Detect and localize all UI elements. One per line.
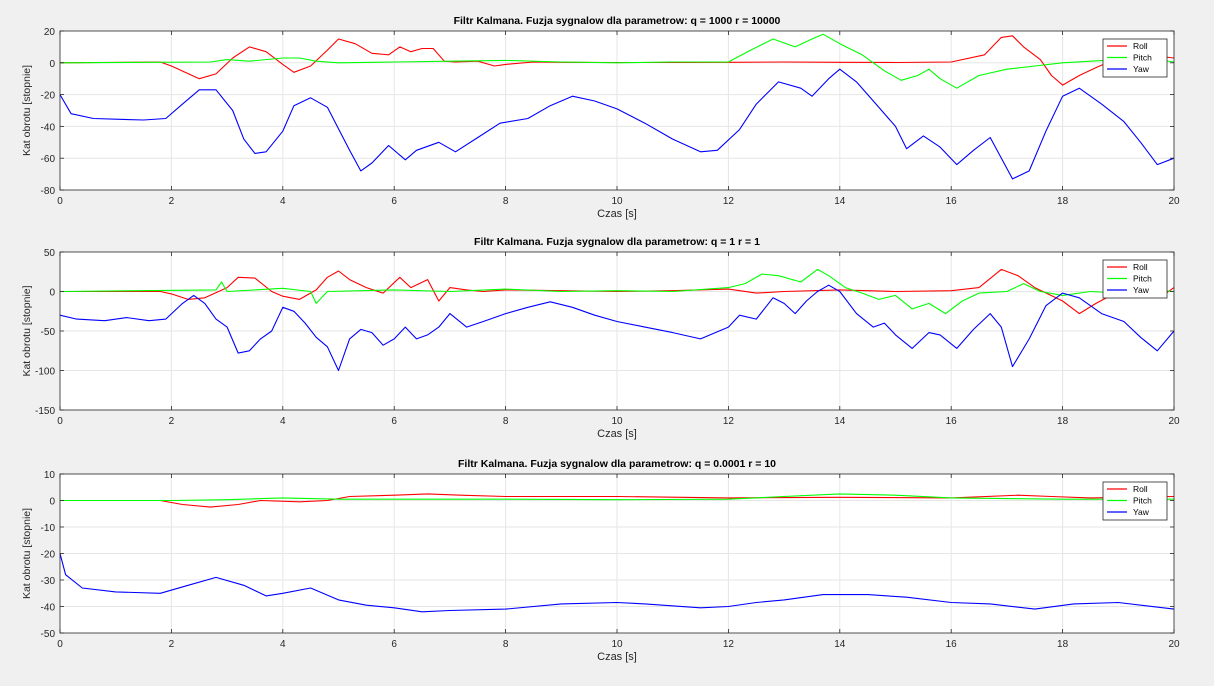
series-line-pitch — [60, 493, 1174, 502]
series-line-roll — [60, 268, 1175, 315]
y-tick-label: -150 — [35, 406, 55, 417]
x-tick-label: 8 — [503, 416, 509, 427]
x-tick-label: 10 — [611, 416, 623, 427]
y-tick-label: 0 — [49, 288, 55, 299]
y-tick-label: -30 — [41, 576, 56, 587]
x-tick-label: 10 — [611, 639, 623, 650]
y-tick-label: -40 — [41, 603, 56, 614]
legend-label-pitch: Pitch — [1133, 496, 1152, 506]
x-tick-label: 6 — [391, 416, 397, 427]
x-tick-label: 20 — [1168, 416, 1180, 427]
y-tick-label: 20 — [44, 27, 56, 38]
legend-label-yaw: Yaw — [1133, 64, 1150, 74]
chart-title: Filtr Kalmana. Fuzja sygnalow dla parame… — [454, 15, 781, 27]
x-tick-label: 12 — [723, 416, 735, 427]
x-tick-label: 14 — [834, 196, 846, 207]
subplot-2: 0 2 4 6 8 10 12 14 16 18 20 50 0 -50 -100 -150 Filtr Kal… — [21, 236, 1180, 440]
y-axis-label: Kat obrotu [stopnie] — [21, 65, 33, 156]
x-tick-label: 2 — [169, 196, 175, 207]
series-line-roll — [59, 35, 1175, 86]
x-axis-label: Czas [s] — [597, 428, 637, 440]
y-tick-label: 10 — [44, 470, 56, 481]
series-line-pitch — [59, 268, 1175, 315]
y-axis-label: Kat obrotu [stopnie] — [21, 508, 33, 599]
x-tick-label: 8 — [503, 196, 509, 207]
legend-label-roll: Roll — [1133, 262, 1148, 272]
x-tick-label: 16 — [946, 416, 958, 427]
series-lines — [59, 493, 1175, 613]
x-tick-label: 12 — [723, 196, 735, 207]
x-tick-label: 16 — [946, 639, 958, 650]
x-tick-label: 0 — [57, 639, 63, 650]
y-tick-label: -60 — [41, 154, 56, 165]
x-tick-label: 16 — [946, 196, 958, 207]
x-tick-label: 0 — [57, 416, 63, 427]
x-tick-label: 14 — [834, 416, 846, 427]
series-line-roll — [60, 493, 1175, 508]
y-tick-label: 0 — [49, 497, 55, 508]
x-tick-label: 12 — [723, 639, 735, 650]
x-tick-label: 18 — [1057, 639, 1069, 650]
y-tick-label: 0 — [49, 59, 55, 70]
series-line-pitch — [59, 33, 1175, 89]
legend-label-yaw: Yaw — [1133, 507, 1150, 517]
chart-title: Filtr Kalmana. Fuzja sygnalow dla parame… — [474, 236, 760, 248]
series-line-yaw — [59, 553, 1175, 613]
y-tick-label: -50 — [41, 629, 56, 640]
series-lines — [59, 268, 1175, 372]
x-tick-label: 6 — [391, 639, 397, 650]
y-tick-label: -20 — [41, 550, 56, 561]
subplot-1: 0 2 4 6 8 10 12 14 16 18 20 20 0 -20 -40 -60 -80 Filtr Ka… — [21, 15, 1180, 220]
y-axis-label: Kat obrotu [stopnie] — [21, 285, 33, 376]
y-tick-label: -40 — [41, 122, 56, 133]
chart-title: Filtr Kalmana. Fuzja sygnalow dla parame… — [458, 458, 776, 470]
x-tick-label: 4 — [280, 416, 286, 427]
legend-label-pitch: Pitch — [1133, 274, 1152, 284]
subplot-3: 0 2 4 6 8 10 12 14 16 18 20 10 0 -10 -20 -30 -40 -50 Filtr… — [21, 458, 1180, 663]
y-tick-label: -100 — [35, 367, 55, 378]
x-tick-label: 6 — [391, 196, 397, 207]
legend-label-yaw: Yaw — [1133, 285, 1150, 295]
x-tick-label: 10 — [611, 196, 623, 207]
x-tick-label: 4 — [280, 639, 286, 650]
x-tick-label: 20 — [1168, 639, 1180, 650]
x-tick-label: 0 — [57, 196, 63, 207]
x-tick-label: 18 — [1057, 196, 1069, 207]
series-line-yaw — [59, 68, 1175, 180]
x-tick-label: 8 — [503, 639, 509, 650]
y-tick-label: 50 — [44, 248, 56, 259]
x-tick-label: 2 — [169, 639, 175, 650]
legend-label-roll: Roll — [1133, 484, 1148, 494]
series-line-yaw — [59, 284, 1175, 372]
y-tick-label: -50 — [41, 327, 56, 338]
y-tick-label: -20 — [41, 91, 56, 102]
y-tick-label: -80 — [41, 186, 56, 197]
x-tick-label: 14 — [834, 639, 846, 650]
x-tick-label: 4 — [280, 196, 286, 207]
x-tick-label: 2 — [169, 416, 175, 427]
x-axis-label: Czas [s] — [597, 651, 637, 663]
y-tick-label: -10 — [41, 523, 56, 534]
legend-label-pitch: Pitch — [1133, 53, 1152, 63]
x-axis-label: Czas [s] — [597, 208, 637, 220]
series-lines — [59, 33, 1175, 180]
x-tick-label: 18 — [1057, 416, 1069, 427]
legend-label-roll: Roll — [1133, 41, 1148, 51]
x-tick-label: 20 — [1168, 196, 1180, 207]
